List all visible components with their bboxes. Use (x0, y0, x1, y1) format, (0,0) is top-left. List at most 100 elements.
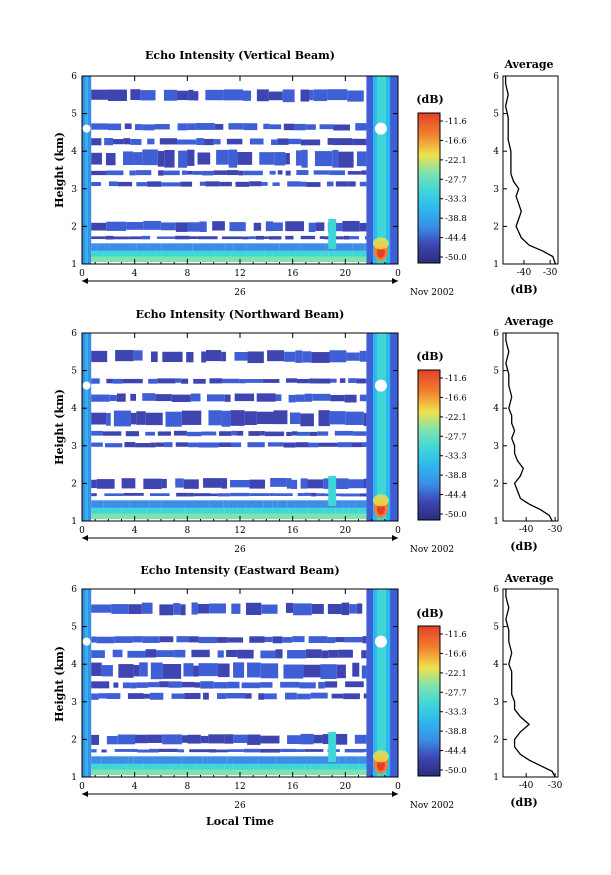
echo-cell (217, 650, 224, 658)
colorbar-tick-label: -50.0 (445, 766, 467, 776)
echo-cell (103, 500, 111, 508)
x-tick-label: 0 (79, 269, 85, 279)
echo-plume (328, 475, 337, 506)
echo-cell (224, 394, 231, 402)
echo-cell (348, 507, 359, 518)
echo-cell (199, 221, 207, 232)
echo-cell (270, 478, 287, 487)
x-tick-label: 16 (287, 269, 299, 279)
echo-cell (181, 170, 187, 175)
echo-cell (264, 431, 285, 437)
colorbar-tick-label: -50.0 (445, 253, 467, 263)
echo-cell (275, 394, 282, 402)
echo-cell (210, 493, 218, 497)
echo-cell (200, 735, 209, 744)
echo-cell (96, 636, 115, 644)
echo-cell (245, 602, 262, 616)
echo-cell (332, 478, 349, 489)
echo-cell (363, 478, 367, 489)
echo-cell (296, 693, 311, 700)
surface-echo-strip (91, 769, 367, 776)
average-title: Average (503, 58, 553, 71)
echo-cell (221, 478, 228, 489)
echo-cell (277, 170, 283, 175)
echo-cell (263, 500, 273, 508)
echo-cell (143, 693, 150, 699)
echo-cell (289, 412, 301, 425)
echo-cell (173, 603, 181, 615)
echo-cell (224, 507, 236, 518)
echo-cell (134, 124, 143, 131)
echo-cell (323, 478, 333, 489)
echo-cell (115, 350, 134, 362)
month-label: Nov 2002 (410, 801, 454, 811)
echo-cell (314, 151, 333, 167)
echo-cell (214, 123, 224, 130)
echo-cell (363, 693, 367, 699)
echo-cell (297, 431, 310, 436)
x-tick-label: 8 (184, 782, 190, 792)
echo-cell (91, 430, 103, 436)
y-axis-label: Height (km) (53, 389, 66, 465)
colorbar-tick-label: -11.6 (445, 374, 467, 384)
echo-cell (362, 442, 367, 448)
echo-cell (213, 170, 227, 175)
echo-cell (91, 636, 97, 643)
echo-cell (131, 250, 144, 261)
echo-cell (193, 378, 206, 384)
colorbar-tick-label: -11.6 (445, 630, 467, 640)
echo-cell (114, 636, 133, 643)
echo-cell (285, 221, 305, 232)
y-tick-label: 4 (71, 404, 77, 414)
echo-cell (105, 153, 116, 166)
echo-cell (285, 170, 291, 176)
echo-cell (260, 735, 280, 744)
echo-cell (125, 431, 140, 437)
hotspot-halo (372, 750, 389, 763)
x-tick-label: 0 (395, 782, 401, 792)
echo-cell (244, 756, 259, 764)
echo-cell (294, 123, 306, 131)
echo-cell (260, 682, 273, 688)
echo-cell (141, 602, 153, 614)
echo-cell (158, 170, 164, 176)
echo-cell (353, 431, 367, 436)
echo-cell (130, 507, 147, 518)
echo-cell (121, 478, 136, 489)
echo-cell (162, 734, 182, 745)
echo-cell (256, 89, 269, 102)
colorbar-tick-label: -44.4 (445, 747, 467, 757)
echo-cell (182, 756, 203, 764)
echo-cell (148, 748, 159, 753)
echo-band (91, 733, 367, 745)
echo-cell (133, 664, 140, 677)
echo-cell (242, 236, 249, 240)
echo-cell (143, 250, 157, 261)
echo-cell (344, 748, 365, 753)
echo-cell (197, 152, 211, 165)
echo-cell (187, 149, 195, 166)
echo-cell (96, 479, 115, 489)
echo-cell (175, 378, 182, 383)
echo-cell (136, 682, 148, 688)
echo-cell (187, 222, 200, 232)
echo-cell (156, 763, 172, 774)
echo-cell (205, 89, 224, 101)
echo-cell (295, 442, 309, 448)
colorbar (417, 369, 441, 521)
echo-cell (149, 692, 164, 700)
echo-cell (287, 500, 295, 508)
echo-cell (145, 649, 156, 658)
echo-cell (142, 636, 160, 643)
echo-cell (246, 243, 256, 251)
echo-cell (245, 500, 264, 508)
echo-cell (249, 181, 262, 187)
echo-cell (300, 413, 314, 427)
echo-cell (181, 763, 196, 774)
echo-cell (348, 479, 364, 489)
echo-cell (129, 500, 138, 508)
echo-cell (227, 637, 244, 643)
echo-cell (247, 734, 261, 745)
echo-cell (191, 649, 210, 658)
echo-cell (256, 411, 274, 425)
